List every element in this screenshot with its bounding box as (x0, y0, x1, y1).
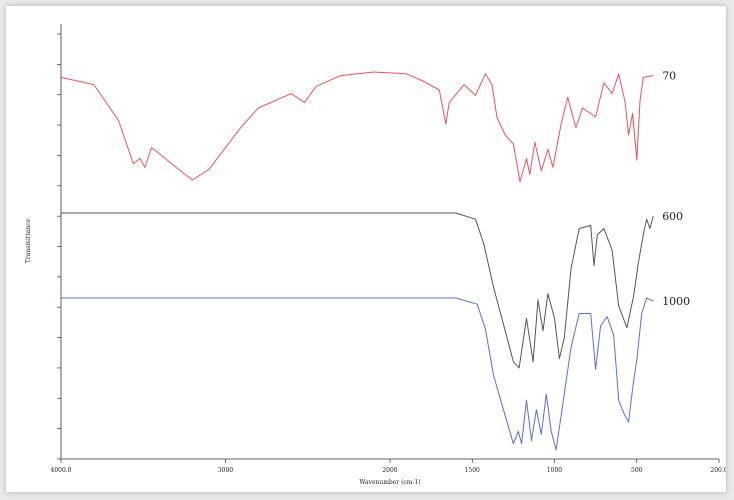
x-tick-label: 4000.0 (51, 467, 72, 474)
x-tick-label: 3000 (218, 467, 233, 474)
x-tick-label: 200.0 (710, 467, 726, 474)
x-tick-label: 2000 (382, 467, 397, 474)
series-line-600 (61, 212, 654, 369)
series (60, 71, 654, 451)
series-label-70: 70 (662, 70, 676, 83)
series-labels: 70 600 1000 (662, 70, 690, 309)
chart-frame: 4000.0 3000 2000 1500 1000 500 200.0 70 600 1000… (6, 6, 726, 492)
y-axis-title: Transmittance (25, 218, 32, 263)
series-label-1000: 1000 (662, 295, 690, 308)
x-tick-label: 1500 (465, 467, 480, 474)
series-line-1000 (61, 297, 654, 451)
x-axis-title: Wavenumber (cm-1) (359, 479, 420, 486)
ir-spectrum-chart: 4000.0 3000 2000 1500 1000 500 200.0 70 600 1000… (25, 24, 726, 486)
axes (60, 24, 719, 460)
series-line-70 (60, 71, 654, 183)
x-tick-label: 500 (631, 467, 643, 474)
x-tick-label: 1000 (547, 467, 562, 474)
series-label-600: 600 (662, 210, 683, 223)
y-ticks (57, 33, 61, 460)
x-ticks: 4000.0 3000 2000 1500 1000 500 200.0 (51, 459, 726, 474)
